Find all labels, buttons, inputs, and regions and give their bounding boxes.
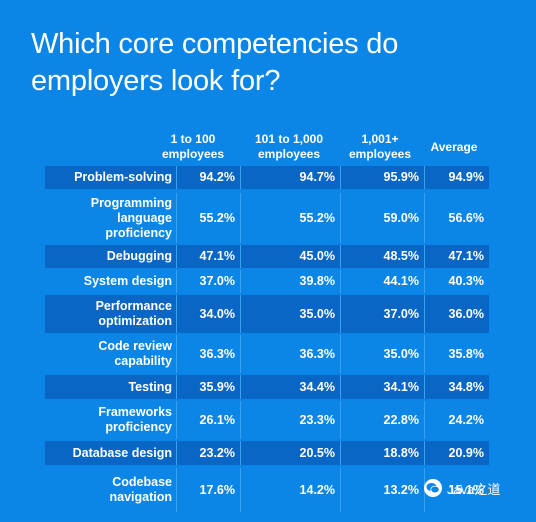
value-cell: 40.3% [424,270,489,293]
column-header: 101 to 1,000 employees [254,132,324,161]
table-row: Programming language proficiency 55.2% 55.… [45,193,489,243]
table-row: Problem-solving 94.2% 94.7% 95.9% 94.9% [45,166,489,189]
row-label: Debugging [45,245,176,268]
value-cell: 59.0% [340,193,424,243]
column-header: 1,001+ employees [348,132,412,161]
watermark: Java之道 [424,477,500,499]
value-cell: 45.0% [240,245,340,268]
value-cell: 48.5% [340,245,424,268]
table-row: Frameworks proficiency 26.1% 23.3% 22.8% 24.… [45,401,489,439]
value-cell: 56.6% [424,193,489,243]
value-cell: 14.2% [240,468,340,512]
value-cell: 22.8% [340,401,424,439]
table-row: System design 37.0% 39.8% 44.1% 40.3% [45,270,489,293]
value-cell: 24.2% [424,401,489,439]
chart-title: Which core competencies do employers loo… [31,28,399,97]
table-row: Performance optimization 34.0% 35.0% 37.0% 3… [45,295,489,333]
row-label: Database design [45,441,176,465]
table-row: Database design 23.2% 20.5% 18.8% 20.9% [45,441,489,465]
wechat-icon [424,479,442,497]
value-cell: 94.7% [240,166,340,189]
value-cell: 35.0% [340,335,424,373]
value-cell: 39.8% [240,270,340,293]
row-label: Programming language proficiency [90,195,172,240]
value-cell: 34.0% [176,295,240,333]
value-cell: 18.8% [340,441,424,465]
value-cell: 37.0% [340,295,424,333]
value-cell: 34.1% [340,375,424,399]
row-label: Code review capability [98,339,172,368]
value-cell: 34.8% [424,375,489,399]
value-cell: 23.3% [240,401,340,439]
table-row: Codebase navigation 17.6% 14.2% 13.2% 15.1% [45,468,489,512]
value-cell: 47.1% [424,245,489,268]
table-row: Code review capability 36.3% 36.3% 35.0% 35.… [45,335,489,373]
row-label: System design [83,274,172,288]
value-cell: 20.9% [424,441,489,465]
value-cell: 36.0% [424,295,489,333]
row-label: Codebase navigation [109,475,172,504]
table-row: Debugging 47.1% 45.0% 48.5% 47.1% [45,245,489,268]
value-cell: 55.2% [176,193,240,243]
value-cell: 47.1% [176,245,240,268]
row-label: Testing [45,375,176,399]
value-cell: 35.0% [240,295,340,333]
value-cell: 17.6% [176,468,240,512]
value-cell: 94.2% [176,166,240,189]
column-header: 1 to 100 employees [161,132,225,161]
row-label: Frameworks proficiency [98,405,172,434]
value-cell: 13.2% [340,468,424,512]
row-label: Performance optimization [45,295,176,333]
value-cell: 95.9% [340,166,424,189]
table-row: Testing 35.9% 34.4% 34.1% 34.8% [45,375,489,399]
value-cell: 35.8% [424,335,489,373]
value-cell: 94.9% [424,166,489,189]
value-cell: 26.1% [176,401,240,439]
value-cell: 36.3% [240,335,340,373]
value-cell: 23.2% [176,441,240,465]
value-cell: 34.4% [240,375,340,399]
value-cell: 35.9% [176,375,240,399]
value-cell: 36.3% [176,335,240,373]
value-cell: 44.1% [340,270,424,293]
column-header: Average [430,139,478,154]
value-cell: 20.5% [240,441,340,465]
value-cell: 37.0% [176,270,240,293]
row-label: Problem-solving [45,166,176,189]
value-cell: 55.2% [240,193,340,243]
watermark-text: Java之道 [447,481,501,497]
column-headers: 1 to 100 employees 101 to 1,000 employees… [0,130,536,164]
